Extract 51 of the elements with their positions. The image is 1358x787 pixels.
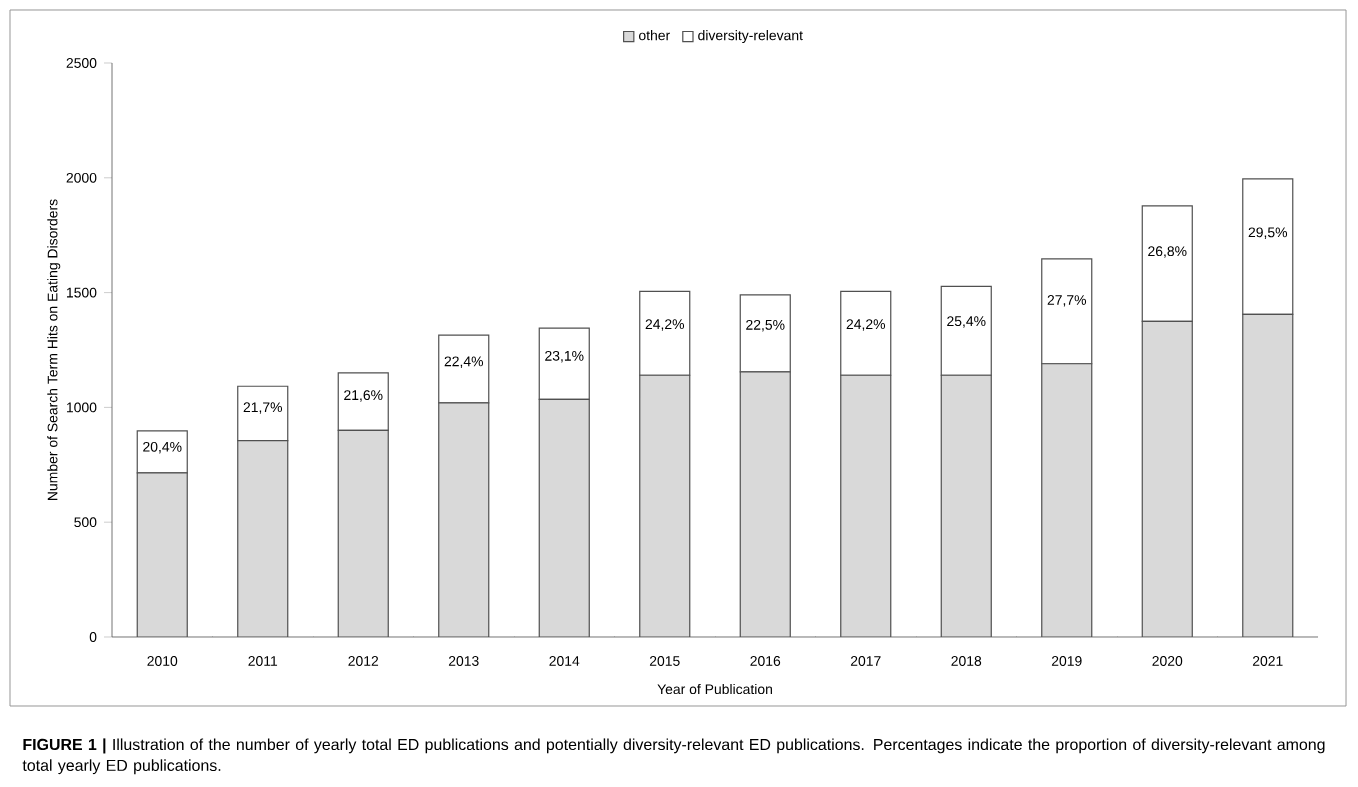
y-tick-label: 1000 [66,402,97,413]
bar [337,372,389,431]
x-tick-label: 2010 [147,656,178,666]
x-tick-label: 2019 [1051,656,1082,666]
bar [137,472,188,637]
annotation: 22,4% [444,356,484,368]
bar [438,334,490,404]
annotation: 21,7% [243,402,283,414]
x-tick-label: 2020 [1152,656,1183,666]
x-tick-label: 2013 [448,656,479,666]
bar [639,375,690,637]
x-tick-label: 2021 [1252,656,1283,666]
annotation: 27,7% [1047,295,1087,307]
y-tick-label: 0 [89,632,97,642]
annotation: 24,2% [846,319,886,331]
legend-label: diversity-relevant [698,30,803,44]
x-axis-title: Year of Publication [657,683,772,695]
y-axis-title: Number of Search Term Hits on Eating Disorders [47,199,61,500]
bar [538,327,590,400]
annotation: 29,5% [1248,227,1288,239]
x-tick-label: 2018 [951,656,982,666]
annotation: 21,6% [344,390,383,402]
x-tick-label: 2012 [348,656,379,666]
bar [539,399,590,637]
y-tick-label: 2500 [66,58,97,68]
text: FIGURE 1 | Illustration of the number of yearly total ED publications and potentially diversity-relevant ED publications. Percentages indicate the proportion of diversity-relevant among total yearly ED publications. [22,738,1325,775]
bar [1142,321,1193,637]
annotation: 26,8% [1148,246,1187,258]
annotation: 23,1% [545,350,584,363]
y-tick-label: 1500 [66,287,97,298]
x-tick-label: 2015 [649,656,680,666]
legend-label: other [639,30,670,41]
bar [338,430,389,637]
bar [740,371,791,637]
x-tick-label: 2016 [750,656,781,666]
x-tick-label: 2017 [850,656,881,666]
bar [237,385,289,442]
bar [237,440,288,637]
bar [1242,313,1294,637]
bar [840,375,891,637]
y-tick-label: 500 [74,517,97,528]
annotation: 24,2% [645,319,685,331]
x-tick-label: 2014 [549,656,580,666]
y-tick-label: 2000 [66,172,97,183]
annotation: 25,4% [947,316,986,328]
annotation: 22,5% [746,319,785,332]
bar [1041,363,1092,637]
bar [438,402,489,637]
annotation: 20,4% [143,441,182,454]
bar [941,375,992,637]
x-tick-label: 2011 [248,656,278,666]
